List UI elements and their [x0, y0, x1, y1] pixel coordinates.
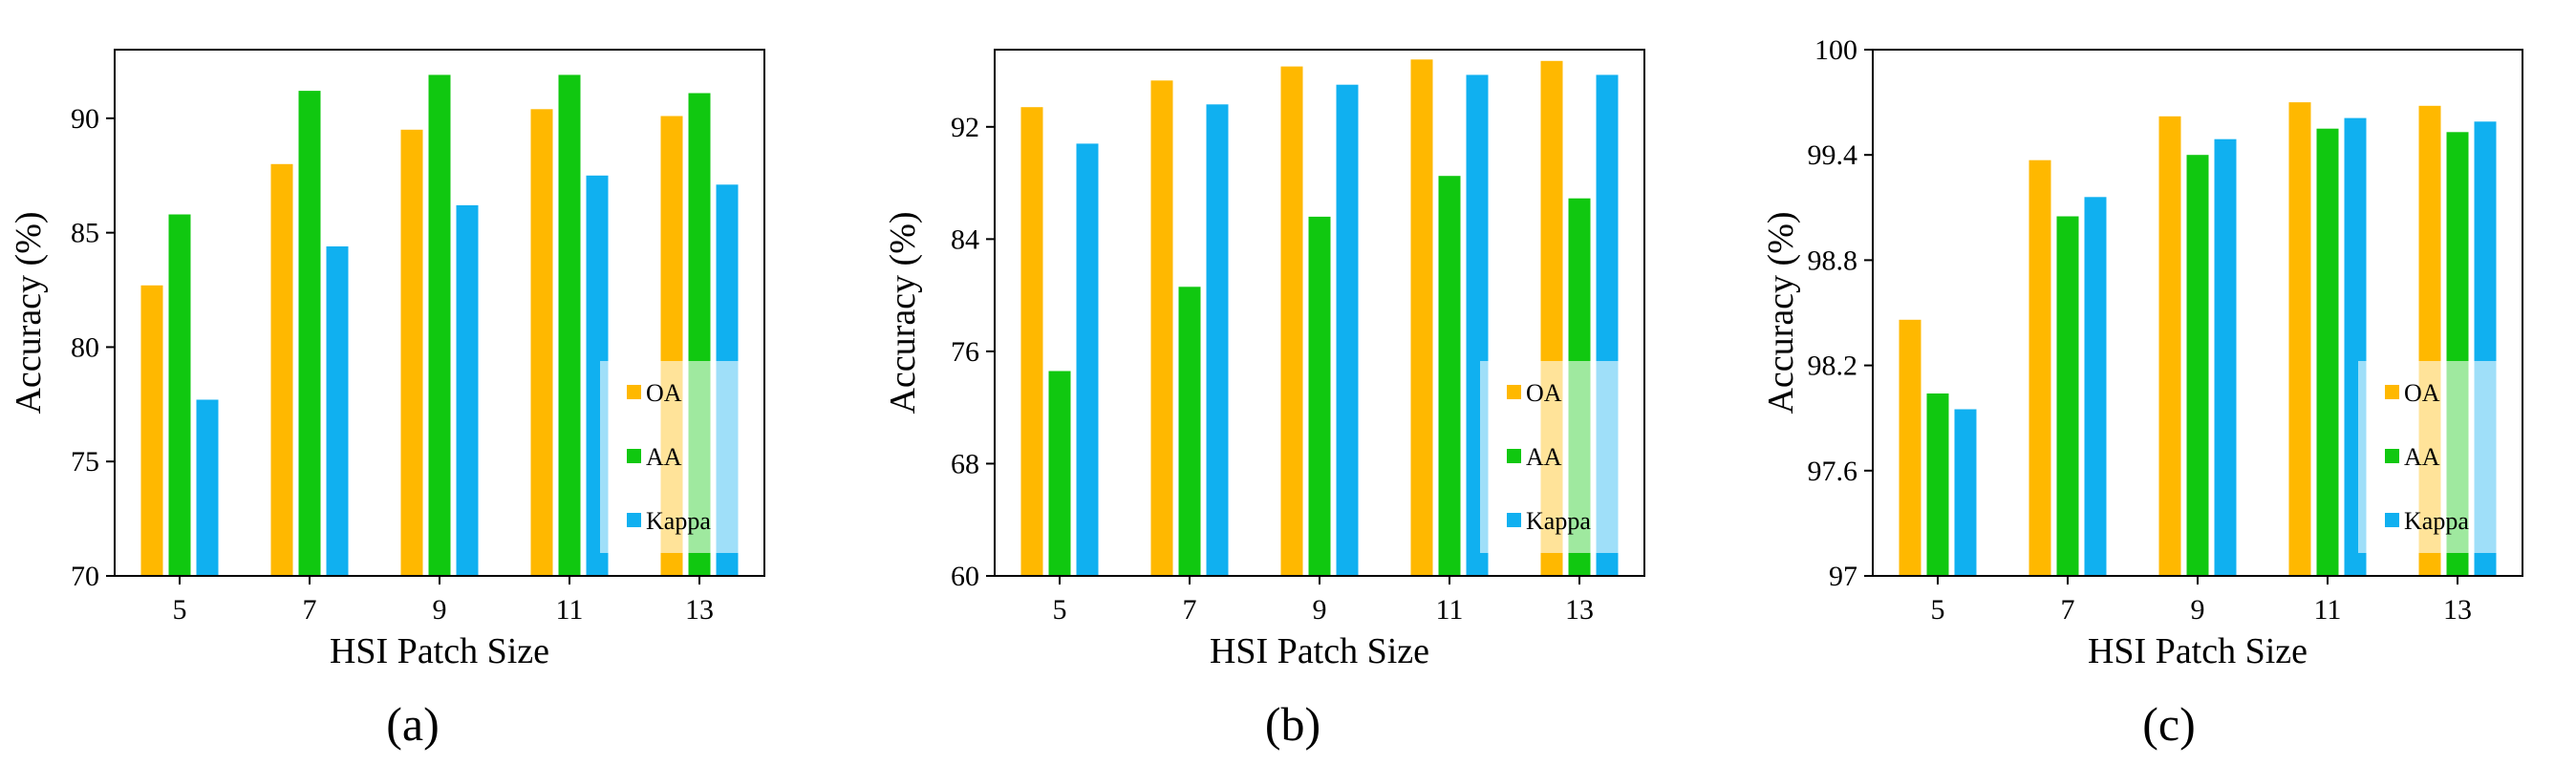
panel-caption: (a) — [386, 697, 440, 751]
legend-swatch-kappa — [2385, 513, 2399, 527]
bar-oa-5 — [140, 285, 163, 576]
legend-label-oa: OA — [1526, 379, 1562, 407]
bar-aa-11 — [2316, 128, 2339, 576]
legend-swatch-aa — [1507, 449, 1521, 463]
y-tick-label: 98.2 — [1808, 351, 1858, 382]
legend-label-aa: AA — [2404, 443, 2440, 471]
y-tick-label: 90 — [71, 103, 99, 135]
x-tick-label: 7 — [303, 594, 317, 626]
y-tick-label: 75 — [71, 446, 99, 478]
x-tick-label: 13 — [2443, 594, 2472, 626]
x-axis-title: HSI Patch Size — [2088, 631, 2308, 671]
y-tick-label: 98.8 — [1808, 244, 1858, 276]
legend-swatch-aa — [2385, 449, 2399, 463]
bar-oa-9 — [2158, 116, 2181, 577]
bar-kappa-9 — [2214, 138, 2237, 576]
x-tick-label: 11 — [2314, 594, 2342, 626]
y-tick-label: 99.4 — [1808, 139, 1858, 171]
legend-swatch-oa — [627, 385, 641, 399]
legend-label-aa: AA — [1526, 443, 1562, 471]
x-tick-label: 11 — [1436, 594, 1464, 626]
x-axis-title: HSI Patch Size — [330, 631, 549, 671]
bar-oa-7 — [1150, 80, 1173, 577]
legend-swatch-kappa — [627, 513, 641, 527]
legend-swatch-aa — [627, 449, 641, 463]
bar-aa-11 — [1438, 176, 1461, 576]
x-tick-label: 9 — [2191, 594, 2205, 626]
x-tick-label: 5 — [1931, 594, 1945, 626]
y-tick-label: 85 — [71, 218, 99, 249]
x-tick-label: 9 — [433, 594, 447, 626]
y-axis-title: Accuracy (%) — [1761, 211, 1801, 414]
chart-panel-3: OA AA Kappa 97 97.6 98.2 98.8 99.4 100 5 7 9 11 13 HSI… — [1761, 34, 2523, 751]
bar-aa-5 — [1048, 371, 1071, 576]
y-tick-label: 76 — [951, 336, 979, 368]
legend: OA AA Kappa — [600, 361, 764, 553]
legend-label-kappa: Kappa — [2404, 507, 2469, 535]
legend: OA AA Kappa — [2358, 361, 2522, 553]
bar-aa-11 — [558, 74, 581, 576]
x-tick-label: 13 — [1565, 594, 1594, 626]
bar-oa-7 — [2029, 159, 2051, 576]
y-axis-title: Accuracy (%) — [9, 211, 49, 414]
x-tick-label: 7 — [1183, 594, 1197, 626]
bar-oa-11 — [2288, 102, 2311, 576]
legend-swatch-oa — [1507, 385, 1521, 399]
bar-oa-11 — [1410, 59, 1433, 577]
legend-label-oa: OA — [2404, 379, 2440, 407]
legend-swatch-oa — [2385, 385, 2399, 399]
y-tick-label: 97.6 — [1808, 456, 1858, 487]
bar-oa-9 — [1280, 66, 1303, 577]
y-tick-label: 60 — [951, 561, 979, 592]
y-tick-label: 80 — [71, 331, 99, 363]
bar-kappa-9 — [1336, 84, 1359, 576]
bar-aa-5 — [1926, 393, 1949, 576]
bar-aa-7 — [1178, 287, 1201, 576]
legend-label-aa: AA — [646, 443, 682, 471]
bar-kappa-5 — [1954, 409, 1977, 576]
panel-caption: (c) — [2142, 697, 2196, 751]
chart-panel-2: OA AA Kappa 60 68 76 84 92 5 7 9 11 13 HSI Patch Size… — [883, 49, 1645, 751]
x-axis-title: HSI Patch Size — [1210, 631, 1429, 671]
bar-oa-11 — [530, 109, 553, 577]
x-tick-label: 11 — [556, 594, 584, 626]
bar-oa-7 — [270, 163, 293, 577]
bar-kappa-9 — [456, 204, 479, 576]
bar-oa-5 — [1899, 319, 1921, 576]
bar-oa-9 — [400, 129, 423, 577]
y-tick-label: 100 — [1814, 34, 1857, 66]
legend-label-oa: OA — [646, 379, 682, 407]
bar-aa-7 — [298, 91, 321, 576]
legend: OA AA Kappa — [1480, 361, 1644, 553]
x-tick-label: 5 — [173, 594, 187, 626]
bar-kappa-5 — [1076, 143, 1099, 576]
y-tick-label: 70 — [71, 561, 99, 592]
chart-panel-1: OA AA Kappa 70 75 80 85 90 5 7 9 11 13 HSI Patch Size… — [9, 49, 765, 751]
bar-kappa-7 — [1206, 104, 1229, 577]
x-tick-label: 9 — [1313, 594, 1327, 626]
bar-oa-5 — [1020, 107, 1043, 576]
bar-aa-9 — [428, 74, 451, 576]
bar-aa-9 — [2186, 155, 2209, 576]
bar-aa-9 — [1308, 216, 1331, 576]
bar-aa-7 — [2056, 216, 2079, 576]
y-tick-label: 68 — [951, 448, 979, 479]
y-tick-label: 92 — [951, 112, 979, 143]
x-tick-label: 5 — [1053, 594, 1067, 626]
x-tick-label: 13 — [685, 594, 714, 626]
x-tick-label: 7 — [2061, 594, 2075, 626]
legend-label-kappa: Kappa — [1526, 507, 1591, 535]
legend-label-kappa: Kappa — [646, 507, 711, 535]
bar-aa-5 — [168, 214, 191, 576]
bar-kappa-7 — [2084, 197, 2107, 577]
y-tick-label: 97 — [1829, 561, 1857, 592]
legend-swatch-kappa — [1507, 513, 1521, 527]
panel-caption: (b) — [1265, 697, 1320, 751]
bar-kappa-5 — [196, 399, 219, 576]
y-tick-label: 84 — [951, 223, 979, 255]
y-axis-title: Accuracy (%) — [883, 211, 923, 414]
bar-kappa-7 — [326, 246, 349, 576]
